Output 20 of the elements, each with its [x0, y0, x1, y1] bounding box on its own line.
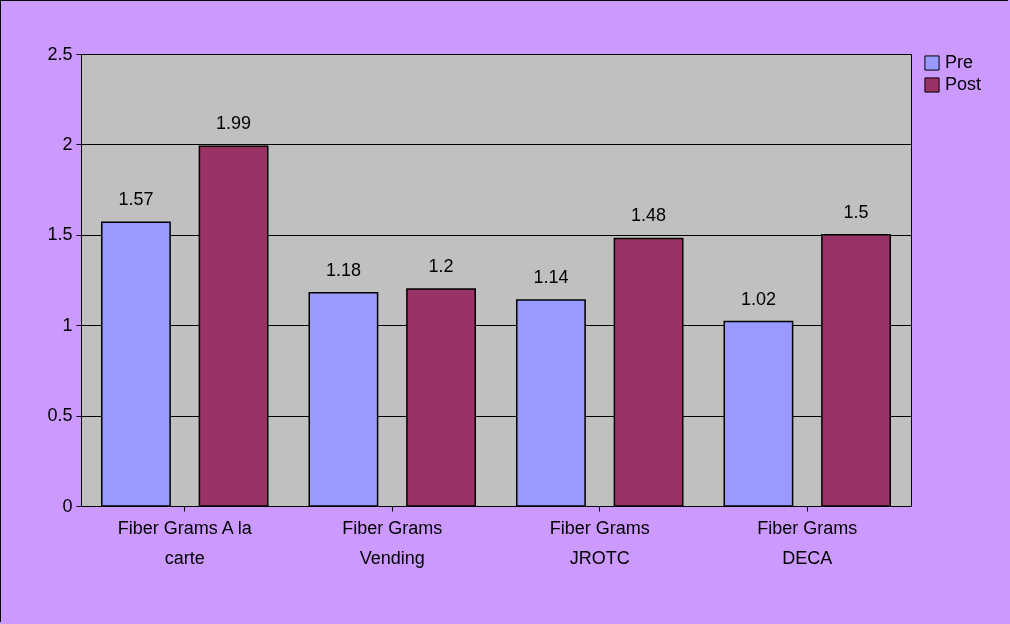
data-label: 1.48 — [631, 205, 667, 226]
data-label: 1.5 — [843, 201, 869, 222]
legend-label: Post — [945, 74, 982, 94]
x-tick-label: Fiber Grams A la carte — [117, 517, 253, 568]
y-tick-label: 1.5 — [47, 224, 73, 245]
data-label: 1.99 — [216, 113, 252, 134]
x-tick-label: Fiber Grams DECA — [757, 517, 858, 568]
data-label: 1.14 — [533, 266, 569, 287]
y-tick-label: 2.5 — [47, 43, 73, 64]
y-tick-label: 0.5 — [47, 405, 73, 426]
y-tick-label: 1 — [62, 314, 73, 335]
x-tick-label: Fiber Grams Vending — [342, 517, 443, 568]
data-label: 1.02 — [740, 288, 776, 309]
legend-label: Pre — [945, 52, 974, 72]
y-tick-label: 0 — [62, 495, 73, 516]
data-label: 1.18 — [325, 259, 361, 280]
data-label: 1.57 — [118, 189, 154, 210]
x-tick-label: Fiber Grams JROTC — [549, 517, 650, 568]
data-label: 1.2 — [428, 256, 454, 277]
y-tick-label: 2 — [62, 133, 73, 154]
